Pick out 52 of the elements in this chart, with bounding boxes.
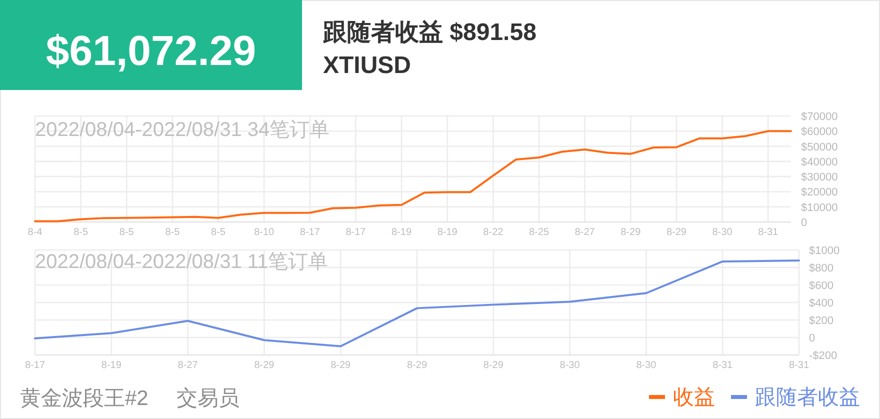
x-tick-label: 8-30 <box>560 360 580 371</box>
x-tick-label: 8-17 <box>346 227 366 238</box>
y-tick-label: $70000 <box>801 111 838 123</box>
x-tick-label: 8-5 <box>165 227 180 238</box>
y-tick-label: $60000 <box>801 126 838 138</box>
y-tick-label: $40000 <box>801 156 838 168</box>
x-tick-label: 8-5 <box>211 227 226 238</box>
x-tick-label: 8-17 <box>300 227 320 238</box>
x-tick-label: 8-27 <box>574 227 596 238</box>
y-tick-label: $200 <box>809 315 834 327</box>
y-tick-label: $50000 <box>801 141 838 154</box>
x-tick-label: 8-22 <box>483 227 504 238</box>
x-tick-label: 8-29 <box>666 227 687 238</box>
x-tick-label: 8-29 <box>330 360 352 371</box>
chart-title: 2022/08/04-2022/08/31 34笔订单 <box>35 119 330 141</box>
x-tick-label: 8-17 <box>24 360 46 371</box>
y-tick-label: $600 <box>809 280 834 292</box>
x-tick-label: 8-5 <box>74 227 88 238</box>
text: XTIUSD <box>323 52 412 79</box>
text: $61,072.29 <box>46 27 256 74</box>
x-tick-label: 8-19 <box>101 360 122 371</box>
x-tick-label: 8-29 <box>254 360 275 371</box>
x-tick-label: 8-4 <box>28 227 43 238</box>
y-tick-label: 0 <box>801 217 808 229</box>
x-tick-label: 8-19 <box>392 227 412 238</box>
x-tick-label: 8-25 <box>528 227 550 238</box>
x-tick-label: 8-31 <box>712 360 734 371</box>
x-tick-label: 8-30 <box>636 360 657 371</box>
y-tick-label: $30000 <box>801 172 838 184</box>
text: 交易员 <box>176 387 240 410</box>
x-tick-label: 8-19 <box>437 227 458 238</box>
y-tick-label: $10000 <box>801 202 838 214</box>
x-tick-label: 8-29 <box>483 360 504 371</box>
x-tick-label: 8-10 <box>254 227 275 238</box>
y-tick-label: $400 <box>809 298 834 310</box>
x-tick-label: 8-29 <box>406 360 428 371</box>
y-tick-label: $1000 <box>809 245 840 257</box>
legend-label: 跟随者收益 <box>755 386 860 409</box>
text: 黄金波段王#2 <box>20 387 148 410</box>
x-tick-label: 8-5 <box>119 227 134 238</box>
x-tick-label: 8-31 <box>788 360 810 371</box>
x-tick-label: 8-30 <box>712 227 733 238</box>
y-tick-label: 0 <box>809 332 816 344</box>
chart-title: 2022/08/04-2022/08/31 11笔订单 <box>35 251 328 273</box>
legend-label: 收益 <box>673 386 715 409</box>
x-tick-label: 8-31 <box>758 227 779 238</box>
y-tick-label: $800 <box>809 262 834 274</box>
y-tick-label: $20000 <box>801 186 838 199</box>
y-tick-label: -$200 <box>809 350 838 362</box>
text: 跟随者收益 $891.58 <box>322 19 536 46</box>
x-tick-label: 8-27 <box>178 360 198 371</box>
x-tick-label: 8-29 <box>620 227 642 238</box>
